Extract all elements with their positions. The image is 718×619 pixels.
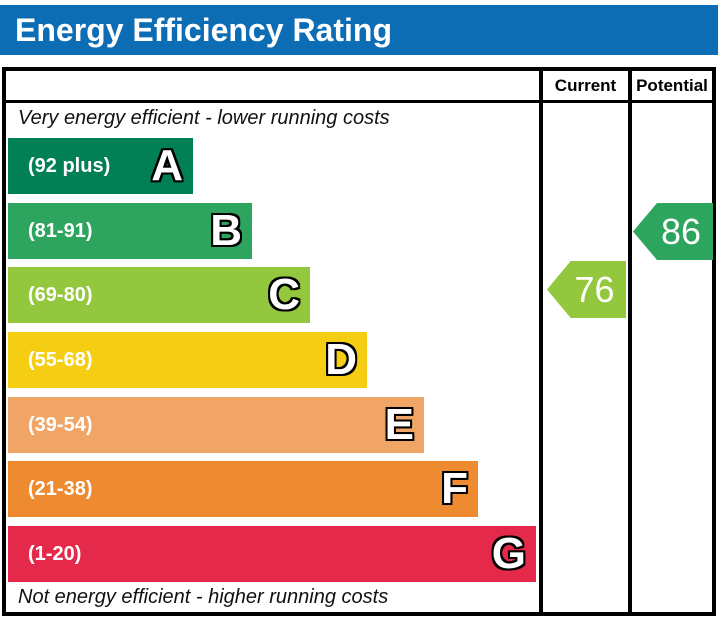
current-rating-marker: 76 <box>547 261 626 318</box>
band-row-f: (21-38) F <box>8 461 478 517</box>
column-divider-current <box>539 71 543 612</box>
header-row-divider <box>6 100 712 103</box>
band-letter: E <box>384 400 414 449</box>
band-row-a: (92 plus) A <box>8 138 193 194</box>
page-title: Energy Efficiency Rating <box>0 5 718 55</box>
band-range-label: (81-91) <box>28 219 93 242</box>
bottom-note: Not energy efficient - higher running co… <box>18 586 389 608</box>
current-rating-value: 76 <box>574 268 615 310</box>
column-header-current: Current <box>554 76 617 95</box>
band-range-label: (55-68) <box>28 348 93 371</box>
band-letter: F <box>441 464 468 513</box>
top-note: Very energy efficient - lower running co… <box>18 107 390 129</box>
band-letter: C <box>268 270 300 319</box>
band-range-label: (69-80) <box>28 283 93 306</box>
band-row-c: (69-80) C <box>8 267 310 323</box>
band-range-label: (39-54) <box>28 413 93 436</box>
potential-rating-value: 86 <box>660 210 702 252</box>
band-row-d: (55-68) D <box>8 332 367 388</box>
band-range-label: (1-20) <box>28 542 82 565</box>
band-range-label: (21-38) <box>28 477 93 500</box>
band-range-label: (92 plus) <box>28 154 111 177</box>
chart-frame: Current Potential Very energy efficient … <box>2 67 716 616</box>
band-row-b: (81-91) B <box>8 203 252 259</box>
column-header-potential: Potential <box>636 76 708 95</box>
band-letter: G <box>491 529 526 578</box>
band-row-g: (1-20) G <box>8 526 536 582</box>
column-divider-potential <box>628 71 632 612</box>
band-row-e: (39-54) E <box>8 397 424 453</box>
band-letter: B <box>210 206 242 255</box>
potential-rating-marker: 86 <box>633 203 713 260</box>
band-letter: D <box>325 335 357 384</box>
band-letter: A <box>151 141 183 190</box>
